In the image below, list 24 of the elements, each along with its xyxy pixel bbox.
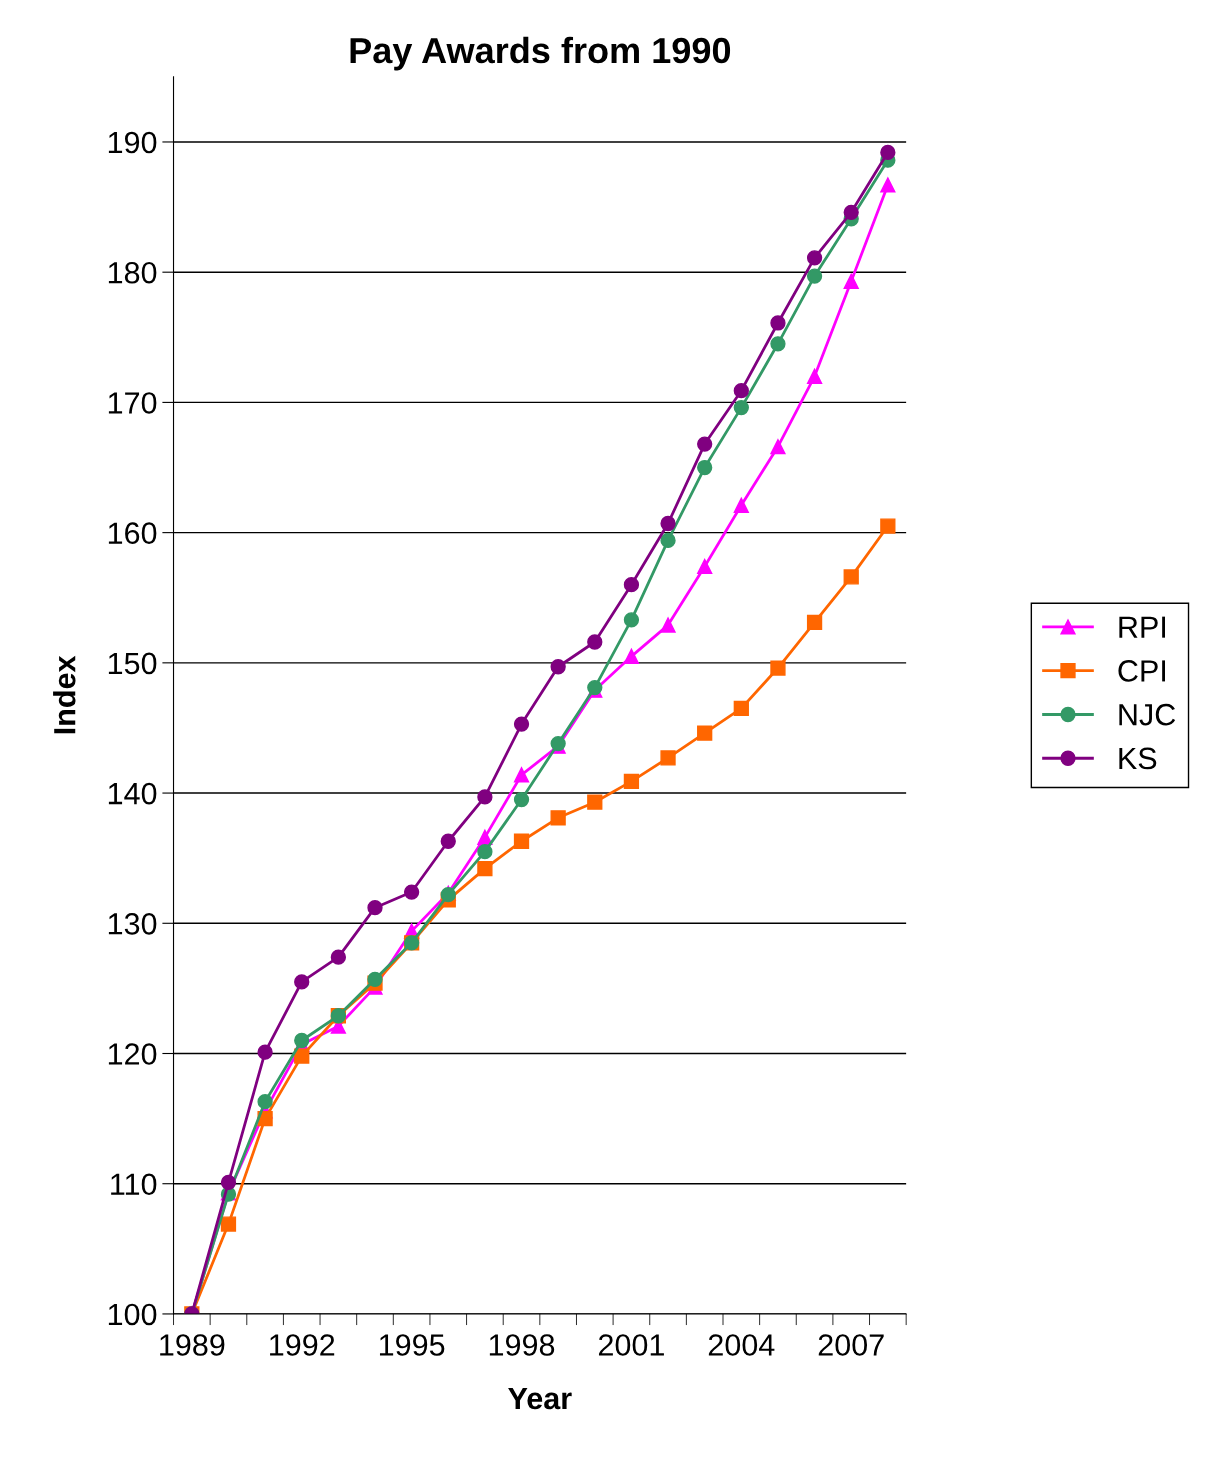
legend-label: KS [1119,747,1157,770]
legend-label: RPI [1119,616,1166,638]
y-axis-title: Index [53,655,76,734]
y-tick-label: 120 [108,1043,157,1065]
y-tick-label: 180 [108,261,157,284]
y-tick-label: 140 [108,782,157,805]
x-tick-label: 1995 [379,1334,445,1356]
x-axis-title: Year [508,1387,572,1410]
x-tick-label: 2001 [598,1334,664,1356]
legend-label: CPI [1118,660,1166,682]
x-tick-label: 2007 [818,1334,884,1356]
x-tick-label: 2004 [708,1334,775,1356]
y-tick-label: 190 [108,131,157,154]
y-tick-label: 110 [111,1173,157,1196]
x-tick-label: 1989 [160,1334,225,1356]
legend-label: NJC [1119,703,1176,726]
chart-title: Pay Awards from 1990 [350,36,731,71]
y-tick-label: 160 [108,522,157,544]
y-tick-label: 150 [108,652,157,675]
y-tick-label: 170 [108,392,157,414]
y-tick-label: 100 [108,1303,157,1326]
y-tick-label: 130 [108,913,157,935]
x-tick-label: 1992 [270,1334,335,1356]
x-tick-label: 1998 [489,1334,555,1356]
